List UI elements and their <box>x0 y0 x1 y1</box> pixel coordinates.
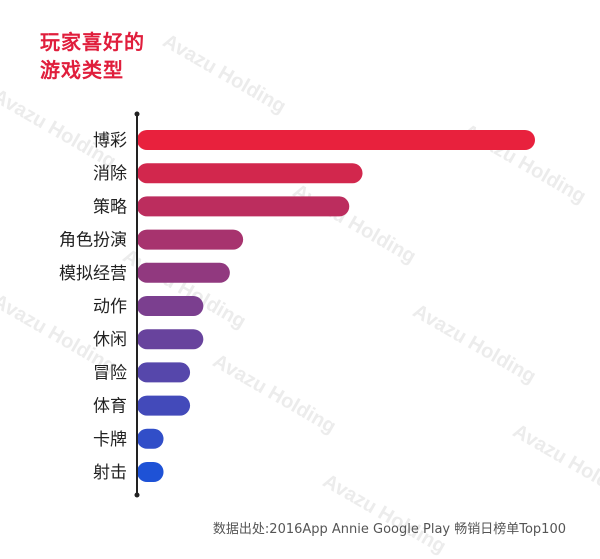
y-axis-cap-bottom <box>135 493 140 498</box>
category-label: 策略 <box>93 197 127 217</box>
category-label: 冒险 <box>93 363 127 383</box>
bar-1 <box>137 163 363 183</box>
bar-10 <box>137 462 164 482</box>
category-label: 射击 <box>93 463 127 483</box>
data-source-note: 数据出处:2016App Annie Google Play 畅销日榜单Top1… <box>213 518 566 537</box>
category-label: 动作 <box>93 297 127 317</box>
category-label: 体育 <box>93 397 127 417</box>
bar-4 <box>137 263 230 283</box>
bars-group <box>137 130 535 482</box>
bar-6 <box>137 329 203 349</box>
bar-8 <box>137 396 190 416</box>
bar-7 <box>137 362 190 382</box>
category-label: 消除 <box>93 164 127 184</box>
bar-9 <box>137 429 164 449</box>
category-label: 模拟经营 <box>59 264 127 284</box>
category-label: 博彩 <box>93 131 127 151</box>
category-label: 角色扮演 <box>59 231 127 251</box>
bar-3 <box>137 230 243 250</box>
category-label: 卡牌 <box>93 430 127 450</box>
bar-2 <box>137 196 349 216</box>
bar-0 <box>137 130 535 150</box>
y-axis-cap-top <box>135 112 140 117</box>
bar-5 <box>137 296 203 316</box>
category-label: 休闲 <box>93 330 127 350</box>
